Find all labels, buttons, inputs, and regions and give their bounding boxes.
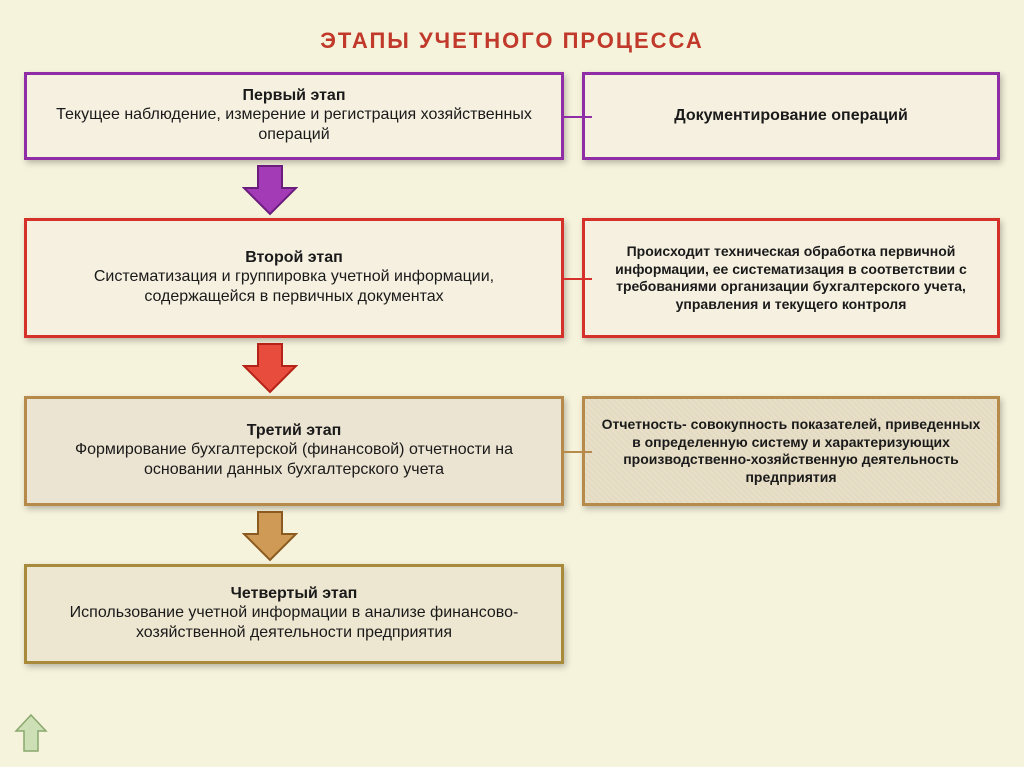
stage-1-right-text: Документирование операций	[599, 106, 983, 126]
stage-1-left-box: Первый этап Текущее наблюдение, измерени…	[24, 72, 564, 160]
stage-2-right-box: Происходит техническая обработка первичн…	[582, 218, 1000, 338]
stage-3-row: Третий этап Формирование бухгалтерской (…	[0, 396, 1024, 506]
down-arrow-icon	[242, 510, 298, 562]
stage-2-connector	[564, 278, 592, 280]
stage-3-right-text: Отчетность- совокупность показателей, пр…	[599, 416, 983, 486]
stage-2-text: Систематизация и группировка учетной инф…	[41, 267, 547, 307]
stage-3-title: Третий этап	[41, 422, 547, 440]
stage-3-text: Формирование бухгалтерской (финансовой) …	[41, 440, 547, 480]
stage-4-left-box: Четвертый этап Использование учетной инф…	[24, 564, 564, 664]
nav-up-arrow-icon[interactable]	[14, 713, 48, 753]
stage-1-connector	[564, 116, 592, 118]
stage-2-row: Второй этап Систематизация и группировка…	[0, 218, 1024, 338]
stage-1-text: Текущее наблюдение, измерение и регистра…	[41, 105, 547, 145]
down-arrow-icon	[242, 342, 298, 394]
stage-2-title: Второй этап	[41, 249, 547, 267]
arrow-1-wrap	[0, 160, 1024, 218]
stage-1-row: Первый этап Текущее наблюдение, измерени…	[0, 72, 1024, 160]
stage-2-left-box: Второй этап Систематизация и группировка…	[24, 218, 564, 338]
arrow-2-wrap	[0, 338, 1024, 396]
stage-2-right-text: Происходит техническая обработка первичн…	[599, 243, 983, 313]
stage-1-title: Первый этап	[41, 87, 547, 105]
stage-3-right-box: Отчетность- совокупность показателей, пр…	[582, 396, 1000, 506]
stage-1-right-box: Документирование операций	[582, 72, 1000, 160]
down-arrow-icon	[242, 164, 298, 216]
arrow-3-wrap	[0, 506, 1024, 564]
stage-3-connector	[564, 451, 592, 453]
stage-3-left-box: Третий этап Формирование бухгалтерской (…	[24, 396, 564, 506]
stage-4-title: Четвертый этап	[41, 585, 547, 603]
stage-4-text: Использование учетной информации в анали…	[41, 603, 547, 643]
stage-4-row: Четвертый этап Использование учетной инф…	[0, 564, 1024, 664]
diagram-title: ЭТАПЫ УЧЕТНОГО ПРОЦЕССА	[0, 0, 1024, 72]
